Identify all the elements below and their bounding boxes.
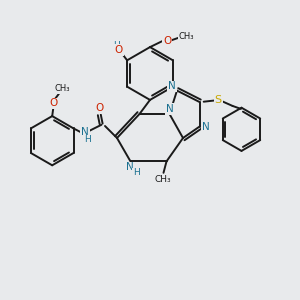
Text: CH₃: CH₃ bbox=[178, 32, 194, 41]
Text: N: N bbox=[126, 162, 134, 172]
Text: O: O bbox=[50, 98, 58, 109]
Text: CH₃: CH₃ bbox=[55, 84, 70, 93]
Text: H: H bbox=[133, 168, 140, 177]
Text: S: S bbox=[214, 95, 222, 105]
Text: CH₃: CH₃ bbox=[154, 176, 171, 184]
Text: N: N bbox=[202, 122, 209, 132]
Text: N: N bbox=[81, 127, 89, 137]
Text: N: N bbox=[166, 104, 174, 114]
Text: N: N bbox=[168, 81, 176, 92]
Text: O: O bbox=[163, 35, 171, 46]
Text: O: O bbox=[115, 45, 123, 55]
Text: O: O bbox=[95, 103, 103, 113]
Text: H: H bbox=[84, 135, 91, 144]
Text: H: H bbox=[114, 41, 120, 50]
